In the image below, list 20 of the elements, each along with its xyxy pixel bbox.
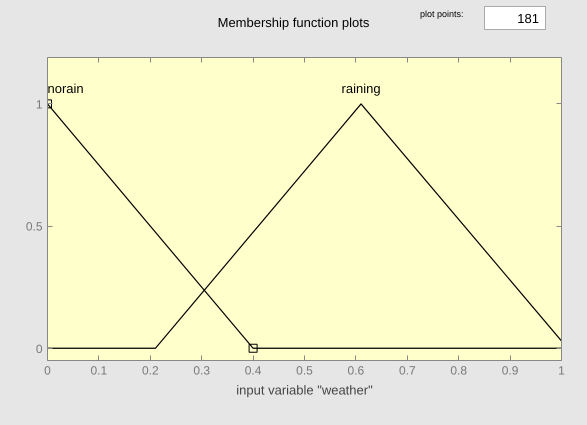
x-tick-label: 0.9 (502, 364, 519, 378)
x-tick-label: 0 (44, 364, 52, 378)
text: 181 (484, 6, 546, 30)
x-tick-label: 0.7 (398, 364, 416, 378)
x-tick-label: 0.2 (142, 364, 159, 378)
x-tick-label: 0.3 (193, 364, 210, 378)
series-label: norain (48, 80, 84, 96)
series-label: raining (342, 80, 381, 96)
x-axis-title: input variable "weather" (236, 382, 374, 398)
x-tick-label: 1 (558, 364, 566, 378)
text: plot points: (420, 8, 464, 21)
x-tick-label: 0.5 (296, 364, 314, 378)
x-tick-label: 0.8 (450, 364, 468, 378)
y-tick-label: 1 (36, 97, 43, 112)
x-tick-label: 0.6 (348, 364, 365, 378)
x-tick-label: 0.4 (244, 364, 262, 378)
y-tick-label: 0 (36, 342, 43, 356)
x-tick-label: 0.1 (90, 364, 108, 378)
y-tick-label: 0.5 (26, 220, 43, 234)
chart-title: Membership function plots (218, 15, 370, 30)
